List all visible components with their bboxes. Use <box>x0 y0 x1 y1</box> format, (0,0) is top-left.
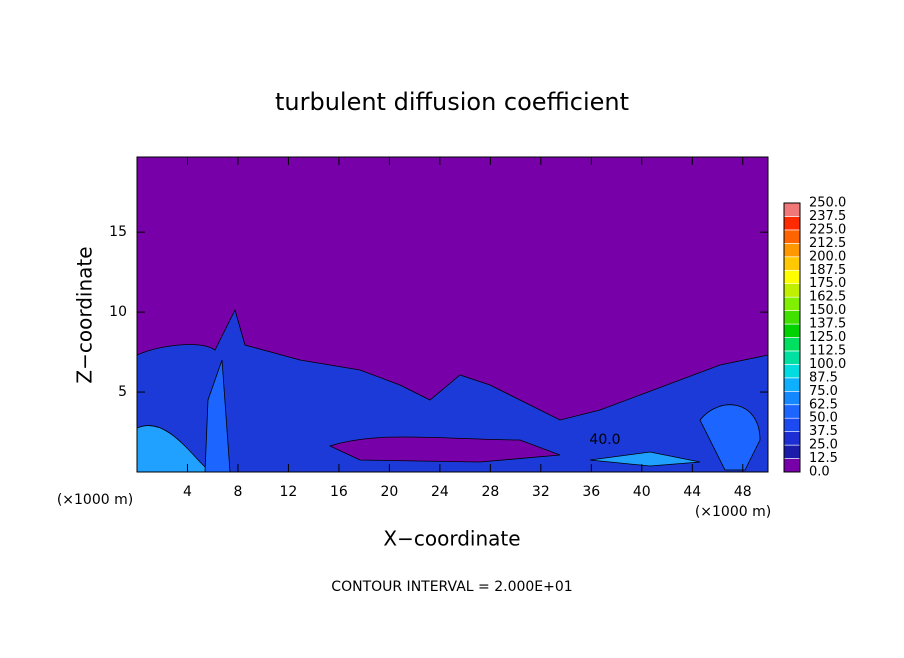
colorbar-label: 125.0 <box>809 330 846 345</box>
x-tick-label: 12 <box>280 484 298 500</box>
colorbar-label: 50.0 <box>809 411 838 426</box>
colorbar-label: 225.0 <box>809 222 846 237</box>
colorbar-label: 37.5 <box>809 424 838 439</box>
colorbar-label: 162.5 <box>809 290 846 305</box>
colorbar-box <box>783 417 801 432</box>
x-tick-label: 20 <box>380 484 398 500</box>
colorbar-label: 187.5 <box>809 263 846 278</box>
x-tick-label: 28 <box>481 484 499 500</box>
x-tick-label: 36 <box>582 484 600 500</box>
colorbar-box <box>783 458 801 473</box>
colorbar-box <box>783 390 801 406</box>
x-tick-label: 4 <box>183 484 192 500</box>
x-tick-label: 32 <box>532 484 550 500</box>
colorbar-label: 150.0 <box>809 303 846 318</box>
field-region <box>136 425 211 473</box>
colorbar-box <box>783 202 801 217</box>
x-tick-label: 40 <box>633 484 651 500</box>
colorbar-label: 237.5 <box>809 209 846 224</box>
colorbar-label: 175.0 <box>809 276 846 291</box>
field-region <box>589 451 701 467</box>
y-tick-label: 5 <box>118 384 127 400</box>
colorbar-box <box>783 431 801 446</box>
x-tick-label: 8 <box>233 484 242 500</box>
y-tick-label: 15 <box>109 224 127 240</box>
colorbar-box <box>783 216 801 231</box>
colorbar-box <box>783 310 801 325</box>
chart-title: turbulent diffusion coefficient <box>275 88 629 116</box>
field-region <box>699 404 761 471</box>
y-axis-label: Z−coordinate <box>73 246 97 383</box>
colorbar-box <box>783 283 801 298</box>
field-region <box>136 308 769 473</box>
colorbar-label: 87.5 <box>809 370 838 385</box>
colorbar-label: 75.0 <box>809 384 838 399</box>
colorbar-label: 200.0 <box>809 249 846 264</box>
colorbar-box <box>783 444 801 459</box>
y-tick-label: 10 <box>109 304 127 320</box>
colorbar-label: 250.0 <box>809 196 846 211</box>
colorbar-box <box>783 229 801 244</box>
x-tick-label: 48 <box>734 484 752 500</box>
note: CONTOUR INTERVAL = 2.000E+01 <box>331 579 572 595</box>
colorbar-label: 62.5 <box>809 397 838 412</box>
x-tick-label: 44 <box>683 484 701 500</box>
colorbar-label: 100.0 <box>809 357 846 372</box>
colorbar-label: 25.0 <box>809 438 838 453</box>
x-unit-label: (×1000 m) <box>57 492 133 508</box>
colorbar-frame <box>783 202 801 473</box>
field-region <box>328 436 561 463</box>
x-unit-label: (×1000 m) <box>695 504 771 520</box>
colorbar-box <box>783 377 801 392</box>
plot-frame <box>136 156 769 473</box>
colorbar-label: 12.5 <box>809 451 838 466</box>
colorbar-label: 112.5 <box>809 343 846 358</box>
colorbar-label: 0.0 <box>809 465 830 480</box>
x-tick-label: 24 <box>431 484 449 500</box>
colorbar-box <box>783 364 801 379</box>
x-axis-label: X−coordinate <box>383 527 520 551</box>
colorbar-box <box>783 404 801 419</box>
x-tick-label: 16 <box>330 484 348 500</box>
colorbar-box <box>783 350 801 365</box>
colorbar-box <box>783 296 801 311</box>
colorbar-label: 212.5 <box>809 236 846 251</box>
colorbar-box <box>783 256 801 271</box>
contour-label: 40.0 <box>589 432 620 448</box>
field <box>136 157 769 473</box>
colorbar-label: 137.5 <box>809 317 846 332</box>
colorbar-box <box>783 243 801 258</box>
colorbar-box <box>783 269 801 284</box>
colorbar-box <box>783 337 801 352</box>
colorbar-box <box>783 323 801 338</box>
